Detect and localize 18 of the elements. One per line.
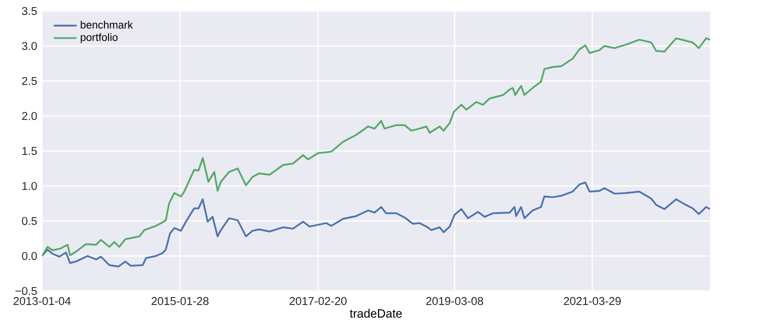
y-tick-label: 2.5: [22, 76, 37, 85]
x-axis-title: tradeDate: [350, 308, 402, 318]
y-tick-label: 1.5: [22, 147, 37, 155]
y-tick-label: 2.0: [22, 112, 37, 120]
legend-label: portfolio: [80, 33, 118, 44]
x-tick-label: 2015-01-28: [152, 297, 209, 306]
legend-label: benchmark: [80, 20, 133, 29]
x-tick-label: 2013-01-04: [14, 297, 71, 306]
y-tick-label: 0.0: [22, 252, 37, 260]
y-tick-label: 3.5: [22, 6, 37, 15]
y-tick-label: 3.0: [22, 42, 37, 50]
y-tick-label: −0.5: [15, 286, 37, 295]
x-tick-label: 2017-02-20: [290, 297, 347, 306]
line-series: [42, 182, 710, 268]
y-tick-label: 1.0: [22, 182, 37, 190]
x-tick-label: 2019-03-08: [426, 297, 484, 306]
y-tick-label: 0.5: [22, 216, 37, 225]
x-tick-label: 2021-03-29: [564, 297, 621, 306]
